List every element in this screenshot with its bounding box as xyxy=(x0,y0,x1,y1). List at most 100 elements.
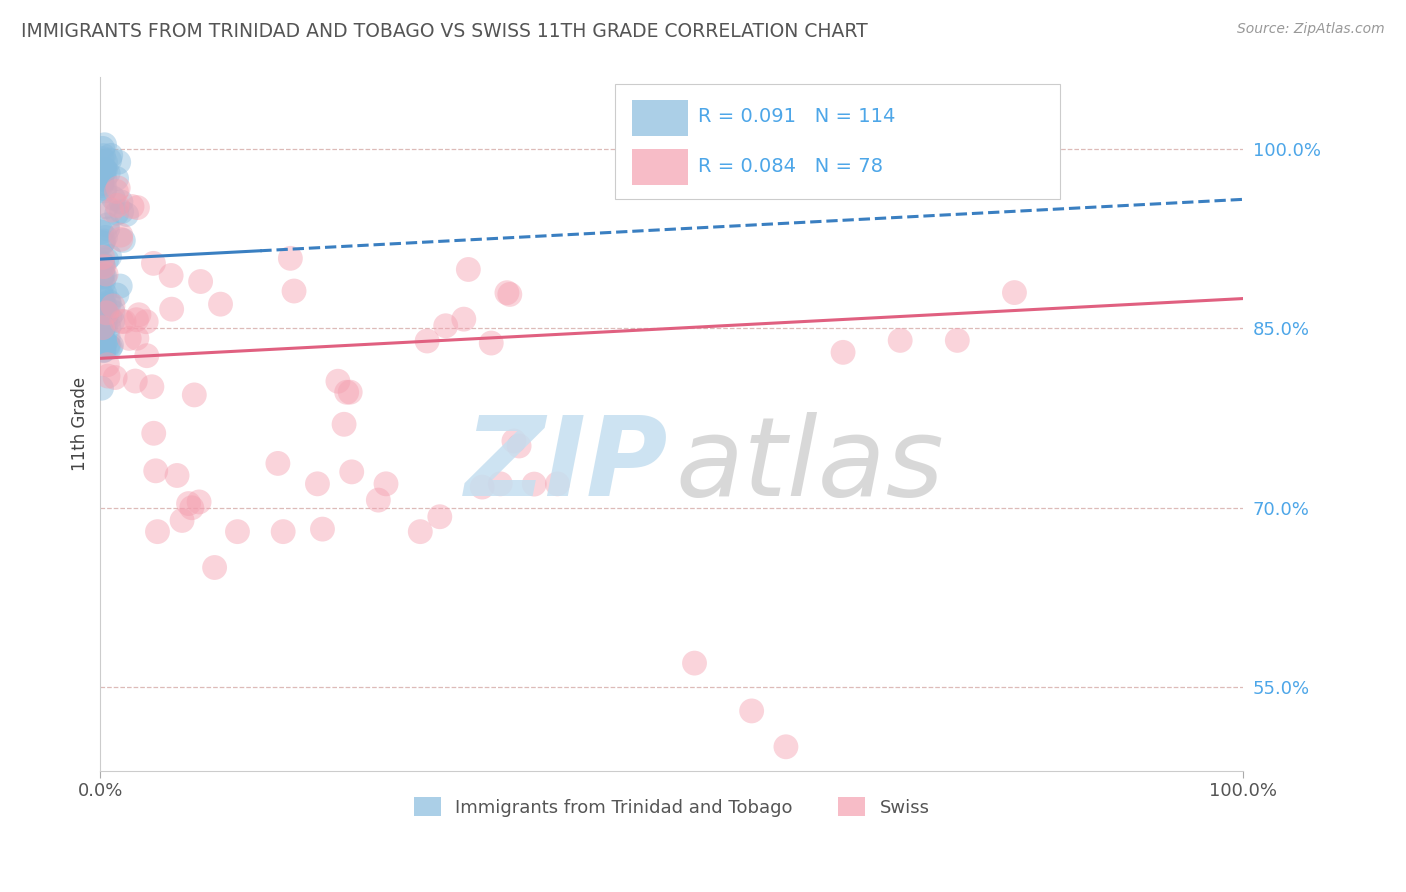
Text: R = 0.084   N = 78: R = 0.084 N = 78 xyxy=(697,157,883,176)
Point xyxy=(91,256,114,270)
Point xyxy=(94,230,117,244)
Point xyxy=(93,137,115,152)
Point xyxy=(105,288,128,302)
Point xyxy=(94,172,117,186)
Point xyxy=(91,236,114,251)
Point xyxy=(741,704,763,718)
Point xyxy=(96,200,118,214)
Point xyxy=(496,285,519,300)
Text: atlas: atlas xyxy=(675,412,943,519)
Point xyxy=(93,343,115,358)
Point xyxy=(91,320,114,334)
Point xyxy=(93,343,115,358)
Point xyxy=(94,182,117,196)
Point xyxy=(91,258,114,272)
Point xyxy=(91,141,114,155)
Point xyxy=(98,153,121,168)
Point xyxy=(91,268,114,282)
Legend: Immigrants from Trinidad and Tobago, Swiss: Immigrants from Trinidad and Tobago, Swi… xyxy=(406,790,936,824)
Point xyxy=(104,370,127,384)
Point xyxy=(546,476,568,491)
Point xyxy=(93,317,115,331)
Text: ZIP: ZIP xyxy=(465,412,668,519)
Point xyxy=(90,178,112,193)
Point xyxy=(90,381,112,395)
Point xyxy=(471,480,494,494)
Point xyxy=(94,269,117,284)
Point xyxy=(280,252,302,266)
Point xyxy=(90,323,112,337)
Point xyxy=(98,294,121,309)
Point xyxy=(90,304,112,318)
FancyBboxPatch shape xyxy=(631,100,688,136)
Point xyxy=(96,306,118,320)
Point xyxy=(105,198,128,212)
Point xyxy=(190,275,212,289)
Point xyxy=(98,310,121,325)
Point xyxy=(101,305,124,319)
Point xyxy=(91,169,114,183)
Point xyxy=(946,334,969,348)
Point xyxy=(112,315,135,329)
Point xyxy=(91,310,114,324)
Point xyxy=(326,374,349,388)
Point xyxy=(121,200,143,214)
Point xyxy=(166,468,188,483)
Point xyxy=(1004,285,1026,300)
Point xyxy=(105,171,128,186)
Point xyxy=(97,330,120,344)
Point xyxy=(93,332,115,346)
Point xyxy=(93,164,115,178)
Point xyxy=(142,426,165,441)
Point xyxy=(94,310,117,325)
Point xyxy=(96,218,118,232)
Point xyxy=(101,299,124,313)
Point xyxy=(183,388,205,402)
Point xyxy=(112,234,135,248)
Point xyxy=(416,334,439,348)
Point xyxy=(91,296,114,310)
Point xyxy=(100,338,122,352)
Point xyxy=(100,203,122,218)
Point xyxy=(283,284,305,298)
Point xyxy=(98,249,121,263)
Point xyxy=(97,369,120,384)
Point xyxy=(94,336,117,351)
Point xyxy=(91,251,114,265)
Point xyxy=(457,262,479,277)
Point xyxy=(333,417,356,432)
Point xyxy=(97,166,120,180)
Point xyxy=(188,495,211,509)
Point xyxy=(97,338,120,352)
Point xyxy=(107,181,129,195)
Y-axis label: 11th Grade: 11th Grade xyxy=(72,377,89,471)
Point xyxy=(832,345,855,359)
Point xyxy=(479,336,502,351)
Point xyxy=(93,234,115,248)
Point xyxy=(93,161,115,176)
Point xyxy=(90,269,112,284)
Point xyxy=(160,268,183,283)
Point xyxy=(889,334,911,348)
Text: Source: ZipAtlas.com: Source: ZipAtlas.com xyxy=(1237,22,1385,37)
Point xyxy=(146,524,169,539)
Point xyxy=(100,148,122,162)
Point xyxy=(336,385,359,400)
Point xyxy=(111,314,134,328)
Text: IMMIGRANTS FROM TRINIDAD AND TOBAGO VS SWISS 11TH GRADE CORRELATION CHART: IMMIGRANTS FROM TRINIDAD AND TOBAGO VS S… xyxy=(21,22,868,41)
Point xyxy=(340,465,363,479)
Point xyxy=(97,339,120,353)
Point xyxy=(111,204,134,219)
FancyBboxPatch shape xyxy=(631,149,688,185)
Point xyxy=(311,522,333,536)
Point xyxy=(93,184,115,198)
Point xyxy=(93,318,115,333)
Point xyxy=(267,457,290,471)
Point xyxy=(90,172,112,186)
Point xyxy=(110,194,132,209)
Point xyxy=(110,232,132,246)
Point xyxy=(271,524,294,539)
Point xyxy=(145,464,167,478)
Point xyxy=(226,524,249,539)
Point xyxy=(339,385,361,400)
